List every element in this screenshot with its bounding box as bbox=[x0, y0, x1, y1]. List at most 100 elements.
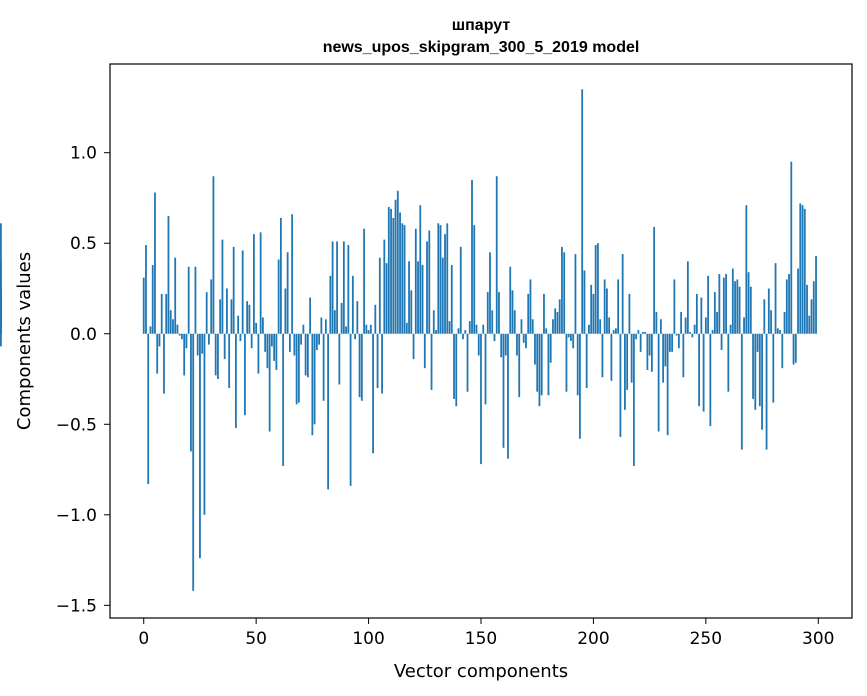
bar bbox=[572, 333, 575, 349]
bar bbox=[792, 333, 795, 365]
bar bbox=[603, 279, 606, 334]
bar bbox=[320, 317, 323, 334]
bar bbox=[322, 333, 325, 401]
bar bbox=[628, 293, 631, 334]
bar bbox=[707, 275, 709, 334]
bar bbox=[779, 330, 781, 334]
bar bbox=[666, 333, 669, 436]
bar bbox=[794, 333, 797, 363]
bar bbox=[457, 328, 460, 334]
bar bbox=[639, 333, 642, 352]
bar bbox=[185, 333, 188, 349]
bar bbox=[297, 333, 300, 403]
bar bbox=[374, 304, 377, 334]
bar bbox=[196, 333, 199, 356]
bar bbox=[765, 333, 768, 450]
bar bbox=[597, 243, 599, 334]
bar bbox=[702, 333, 705, 412]
bar bbox=[781, 333, 784, 369]
bar bbox=[790, 161, 793, 334]
bar bbox=[653, 226, 656, 334]
bar bbox=[700, 297, 703, 334]
bar bbox=[516, 333, 518, 356]
bar bbox=[266, 333, 269, 369]
bar bbox=[722, 277, 725, 334]
bar bbox=[385, 263, 388, 334]
bar bbox=[338, 333, 341, 385]
bar bbox=[747, 272, 750, 334]
bar bbox=[291, 214, 294, 334]
bar bbox=[774, 263, 777, 334]
bar bbox=[806, 284, 808, 334]
bar bbox=[244, 333, 246, 416]
bar bbox=[527, 293, 530, 334]
bar bbox=[698, 333, 701, 407]
bar bbox=[145, 245, 147, 334]
bar bbox=[693, 324, 696, 334]
bar bbox=[743, 317, 745, 334]
bar bbox=[237, 315, 240, 334]
bar bbox=[340, 302, 343, 334]
bar bbox=[812, 281, 815, 334]
bar bbox=[311, 333, 314, 436]
bar bbox=[570, 333, 572, 341]
bar bbox=[646, 333, 649, 370]
bar bbox=[691, 333, 694, 338]
bar bbox=[165, 293, 168, 334]
bar bbox=[259, 232, 262, 334]
bar bbox=[745, 205, 748, 334]
bar bbox=[232, 246, 235, 334]
bar bbox=[502, 333, 505, 448]
bar bbox=[495, 176, 498, 334]
bar bbox=[718, 274, 721, 334]
bar bbox=[208, 333, 210, 345]
bar bbox=[475, 324, 478, 334]
y-tick-label: −0.5 bbox=[56, 415, 97, 435]
bar bbox=[414, 228, 417, 334]
bar bbox=[716, 312, 718, 334]
bar bbox=[223, 333, 226, 360]
bar bbox=[576, 333, 579, 396]
bar bbox=[520, 319, 523, 334]
chart-subtitle: news_upos_skipgram_300_5_2019 model bbox=[323, 39, 640, 56]
bar bbox=[655, 312, 658, 334]
x-tick-label: 200 bbox=[577, 629, 609, 649]
bar bbox=[0, 223, 2, 334]
bar bbox=[315, 333, 318, 351]
bar bbox=[525, 333, 527, 349]
bar bbox=[304, 333, 307, 376]
bar bbox=[644, 331, 647, 334]
bar bbox=[758, 333, 761, 407]
bar bbox=[293, 333, 296, 356]
bar bbox=[253, 234, 255, 334]
bar bbox=[464, 330, 467, 334]
bar bbox=[408, 261, 410, 334]
bar bbox=[504, 333, 507, 356]
bar bbox=[682, 333, 685, 378]
bar bbox=[756, 333, 759, 352]
bar bbox=[248, 304, 251, 334]
x-axis-label: Vector components bbox=[394, 661, 568, 682]
bar bbox=[160, 293, 163, 334]
bar bbox=[300, 333, 303, 345]
bar bbox=[731, 268, 734, 334]
bar bbox=[261, 317, 264, 334]
bar bbox=[329, 275, 332, 334]
bar bbox=[176, 324, 179, 334]
bar bbox=[264, 333, 267, 352]
bar bbox=[752, 333, 754, 399]
bar bbox=[626, 333, 629, 390]
bar bbox=[815, 255, 817, 334]
bar bbox=[534, 333, 536, 365]
bar bbox=[713, 292, 716, 334]
bar bbox=[349, 333, 352, 486]
bar bbox=[552, 319, 554, 334]
bar bbox=[668, 333, 671, 352]
bar bbox=[351, 275, 354, 334]
bar bbox=[491, 310, 494, 334]
bar bbox=[446, 223, 449, 334]
bar bbox=[403, 225, 406, 334]
bar bbox=[740, 333, 743, 450]
bar bbox=[378, 257, 381, 334]
